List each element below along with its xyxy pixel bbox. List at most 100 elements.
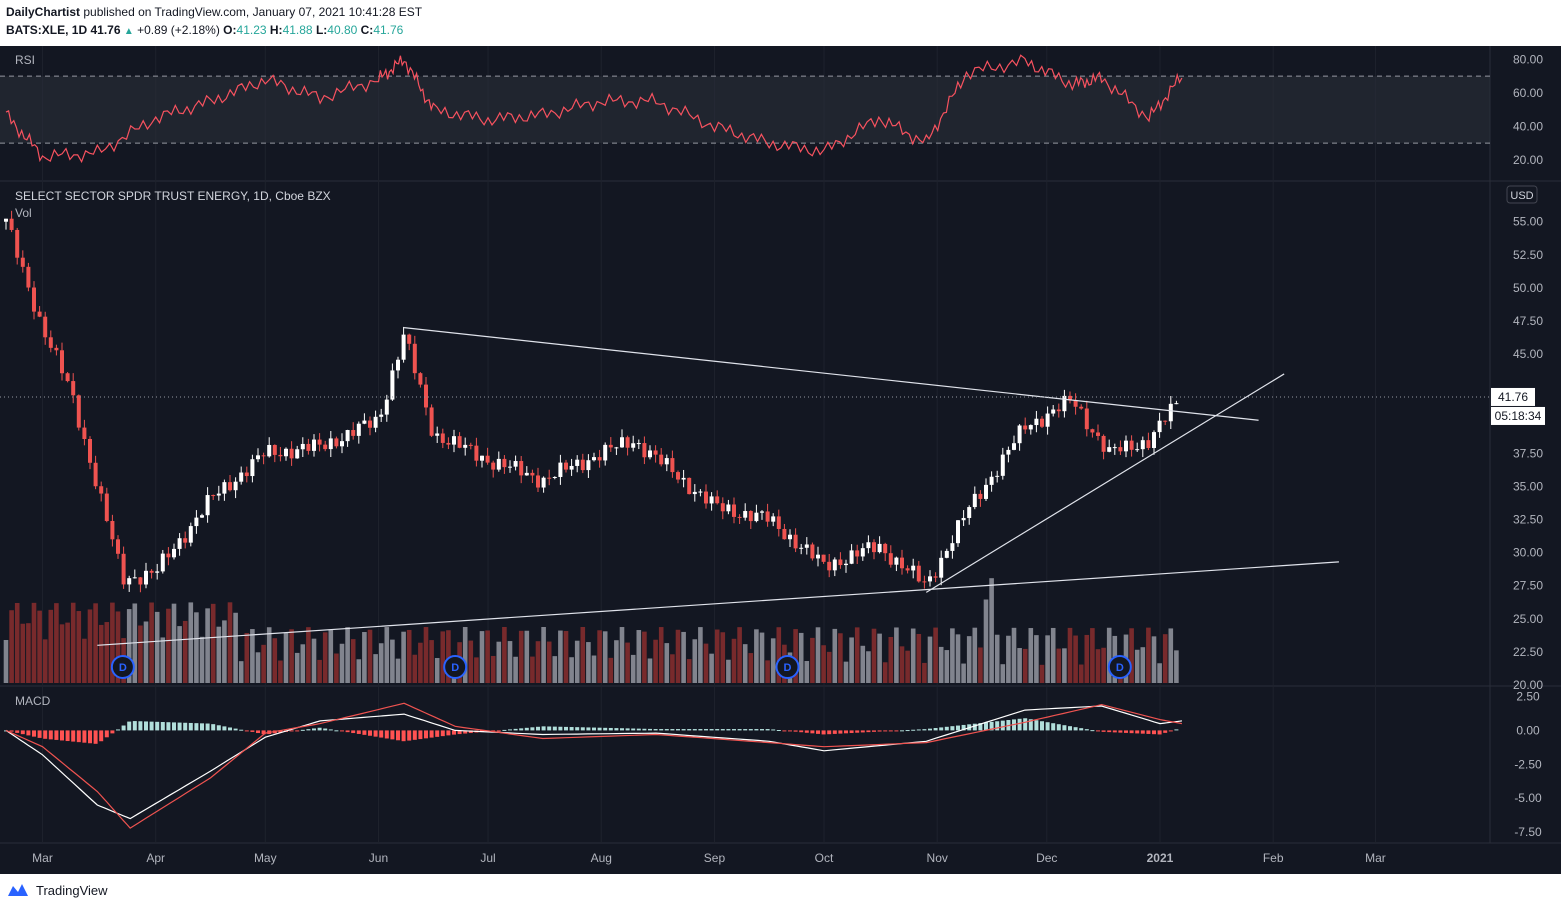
macd-histogram-bar: [620, 728, 624, 731]
volume-bar: [989, 578, 994, 683]
high-label: H:: [269, 23, 283, 37]
volume-bar: [1157, 663, 1162, 683]
macd-histogram-bar: [110, 730, 115, 734]
macd-histogram-bar: [883, 730, 888, 732]
candle-body: [692, 491, 697, 495]
candle-body: [15, 229, 20, 258]
candle-body: [390, 370, 395, 400]
volume-bar: [748, 653, 754, 683]
volume-bar: [726, 659, 731, 683]
volume-bar: [261, 644, 266, 683]
macd-histogram-bar: [20, 730, 25, 735]
macd-histogram-bar: [435, 730, 440, 737]
volume-bar: [283, 632, 289, 683]
candle-body: [530, 472, 535, 476]
candle-body: [1000, 454, 1005, 476]
macd-histogram-bar: [373, 730, 378, 737]
candle-body: [278, 454, 283, 457]
volume-bar: [1101, 647, 1106, 683]
volume-bar: [933, 627, 938, 683]
volume-bar: [210, 603, 216, 683]
candle-body: [121, 553, 126, 585]
macd-histogram-bar: [15, 730, 20, 733]
macd-histogram-bar: [547, 726, 552, 731]
macd-histogram-bar: [586, 727, 591, 731]
volume-bar: [686, 659, 692, 683]
candle-body: [76, 395, 81, 428]
candle-body: [261, 455, 266, 457]
publisher-name[interactable]: DailyChartist: [6, 5, 81, 19]
macd-histogram-bar: [642, 728, 647, 731]
candle-body: [132, 577, 137, 579]
candle-body: [1101, 435, 1106, 452]
macd-histogram-bar: [76, 730, 81, 743]
volume-bar: [961, 663, 966, 683]
close-value: 41.76: [373, 23, 404, 37]
time-axis-label: Mar: [1365, 851, 1386, 865]
volume-bar: [367, 629, 373, 683]
candle-body: [855, 550, 860, 557]
candle-body: [317, 439, 322, 445]
candle-body: [832, 559, 837, 571]
volume-bar: [9, 610, 14, 683]
volume-bar: [546, 641, 552, 683]
price-axis-label: 27.50: [1513, 579, 1543, 593]
symbol-label[interactable]: BATS:XLE, 1D: [6, 23, 88, 37]
macd-histogram-bar: [228, 727, 232, 731]
last-price-tag: [1491, 387, 1535, 406]
candle-body: [65, 373, 70, 382]
macd-histogram-bar: [1146, 730, 1151, 734]
macd-histogram-bar: [1101, 730, 1106, 732]
macd-histogram-bar: [1051, 723, 1056, 731]
macd-histogram-bar: [519, 728, 524, 731]
price-axis-label: 50.00: [1513, 281, 1543, 295]
volume-bar: [642, 631, 647, 683]
price-axis-label: 32.50: [1513, 513, 1543, 527]
candle-body: [905, 568, 910, 571]
price-axis-label: 55.00: [1513, 215, 1543, 229]
macd-histogram-bar: [849, 730, 854, 734]
volume-bar: [462, 627, 468, 683]
up-arrow-icon: ▲: [123, 26, 134, 37]
tradingview-footer[interactable]: TradingView: [6, 880, 108, 900]
price-axis-label: 30.00: [1513, 546, 1543, 560]
price-pane-title: SELECT SECTOR SPDR TRUST ENERGY, 1D, Cbo…: [15, 189, 331, 203]
macd-histogram-bar: [116, 729, 120, 731]
macd-histogram-bar: [452, 730, 456, 735]
candle-body: [82, 427, 87, 440]
candle-body: [1129, 440, 1134, 450]
macd-histogram-bar: [625, 728, 630, 731]
volume-bar: [1034, 635, 1039, 683]
volume-bar: [406, 629, 412, 683]
volume-bar: [625, 642, 630, 683]
macd-histogram-bar: [653, 729, 658, 731]
low-value: 40.80: [327, 23, 358, 37]
volume-bar: [356, 659, 362, 683]
macd-histogram-bar: [900, 730, 904, 732]
volume-bar: [770, 638, 776, 683]
time-axis-label: Feb: [1263, 851, 1284, 865]
candle-body: [401, 334, 406, 360]
candle-body: [726, 504, 731, 512]
volume-bar: [1039, 664, 1045, 683]
macd-histogram-bar: [256, 730, 260, 734]
candle-body: [995, 475, 1000, 477]
candle-body: [1174, 403, 1179, 405]
volume-bar: [54, 603, 59, 683]
volume-bar: [42, 639, 48, 683]
macd-histogram-bar: [916, 729, 921, 731]
candle-body: [345, 430, 350, 442]
macd-histogram-bar: [524, 727, 529, 731]
macd-histogram-bar: [1068, 726, 1072, 731]
candle-body: [1045, 413, 1050, 427]
candle-body: [256, 455, 260, 460]
candle-body: [933, 576, 938, 578]
macd-histogram-bar: [648, 728, 652, 731]
volume-bar: [838, 633, 843, 683]
candle-body: [524, 472, 529, 476]
macd-histogram-bar: [172, 722, 176, 731]
candle-body: [216, 493, 221, 496]
macd-histogram-bar: [676, 729, 680, 731]
volume-bar: [955, 634, 961, 683]
